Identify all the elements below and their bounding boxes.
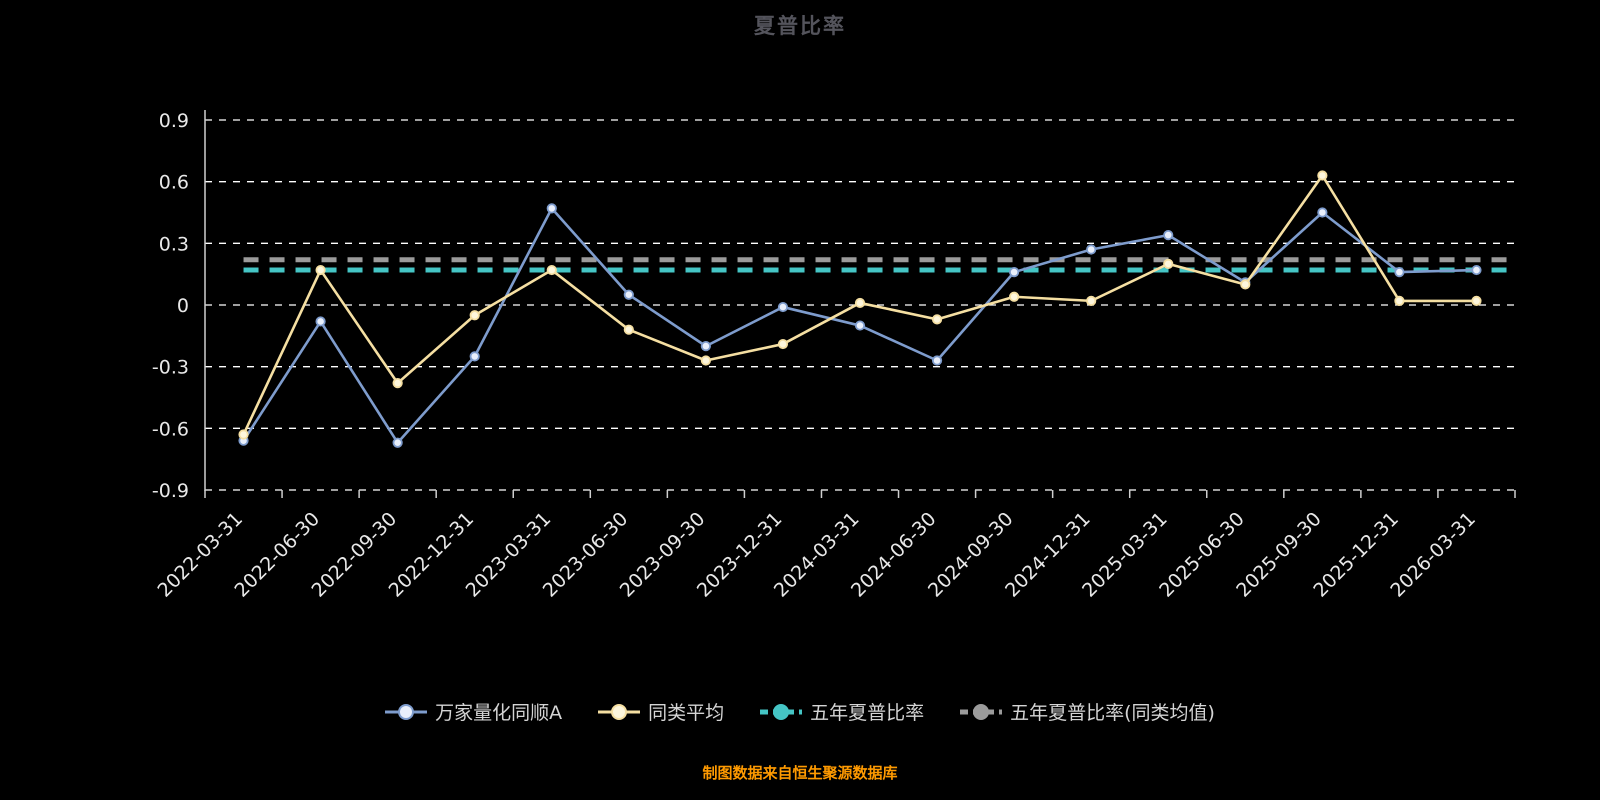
legend-item-label: 同类平均 [648, 702, 725, 724]
data-point[interactable] [854, 297, 866, 309]
y-tick-label: 0 [177, 295, 189, 317]
data-point[interactable] [1394, 267, 1405, 278]
data-point[interactable] [1086, 295, 1097, 306]
data-point[interactable] [1471, 264, 1482, 276]
data-point[interactable] [700, 355, 711, 366]
data-point[interactable] [777, 338, 789, 350]
legend-item-label: 五年夏普比率 [810, 702, 925, 724]
y-tick-label: -0.9 [152, 480, 189, 502]
data-point[interactable] [469, 351, 480, 362]
data-point[interactable] [777, 301, 789, 313]
data-point[interactable] [392, 437, 403, 448]
legend-item[interactable]: 五年夏普比率 [760, 698, 924, 725]
y-tick-label: -0.3 [152, 357, 189, 379]
legend-item-label: 万家量化同顺A [435, 702, 563, 724]
data-point[interactable] [1086, 244, 1097, 255]
sharpe-chart[interactable]: 0.90.60.30-0.3-0.6-0.92022-03-312022-06-… [0, 0, 1600, 660]
legend-item-label: 五年夏普比率(同类均值) [1010, 702, 1215, 724]
chart-legend: 万家量化同顺A 同类平均 五年夏普比率 五年夏普比率(同类均值) [0, 698, 1600, 725]
data-point[interactable] [546, 203, 557, 214]
y-tick-label: 0.9 [159, 110, 189, 132]
data-point[interactable] [854, 320, 866, 331]
data-point[interactable] [392, 378, 403, 389]
data-point[interactable] [469, 310, 480, 321]
legend-marker-icon [385, 703, 428, 720]
legend-item[interactable]: 五年夏普比率(同类均值) [960, 698, 1215, 725]
legend-marker-icon [598, 703, 641, 720]
data-point[interactable] [315, 264, 326, 276]
y-tick-label: -0.6 [152, 418, 189, 440]
chart-title: 夏普比率 [754, 14, 846, 38]
legend-marker-icon [760, 703, 803, 720]
data-point[interactable] [623, 324, 634, 335]
data-point[interactable] [546, 264, 557, 276]
data-point[interactable] [1471, 295, 1482, 306]
data-point[interactable] [1317, 170, 1328, 181]
legend-marker-icon [960, 703, 1003, 720]
data-point[interactable] [700, 341, 711, 352]
data-point[interactable] [1163, 258, 1174, 269]
data-point[interactable] [1163, 230, 1174, 241]
data-point[interactable] [1317, 207, 1328, 218]
legend-item[interactable]: 同类平均 [598, 698, 724, 725]
data-point[interactable] [623, 289, 634, 300]
data-point[interactable] [315, 316, 326, 327]
data-point[interactable] [1009, 291, 1020, 302]
y-tick-label: 0.3 [159, 233, 189, 255]
data-point[interactable] [1394, 295, 1405, 306]
data-point[interactable] [931, 355, 943, 366]
data-point[interactable] [1009, 267, 1020, 278]
data-source-note: 制图数据来自恒生聚源数据库 [702, 764, 898, 782]
data-point[interactable] [1240, 279, 1251, 290]
y-tick-label: 0.6 [159, 172, 189, 194]
data-point[interactable] [238, 429, 249, 440]
data-point[interactable] [931, 314, 943, 325]
legend-item[interactable]: 万家量化同顺A [385, 698, 562, 725]
